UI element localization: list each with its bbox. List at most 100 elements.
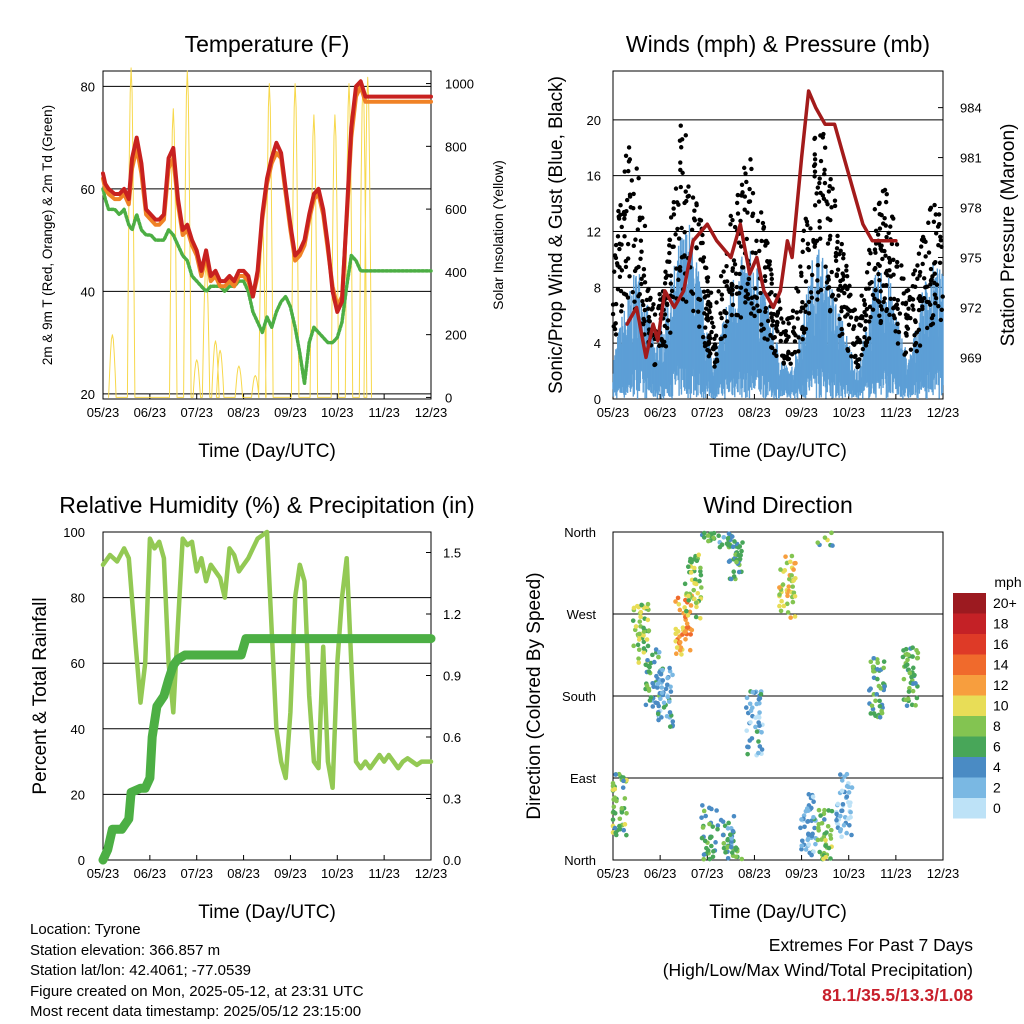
gust-point: [690, 195, 696, 200]
recent-text: Most recent data timestamp: 2025/05/12 2…: [30, 1003, 362, 1020]
y-right-tick-label: 978: [960, 201, 982, 216]
gust-point: [724, 284, 729, 289]
gust-point: [792, 339, 798, 344]
gust-point: [743, 171, 748, 176]
gust-point: [829, 269, 834, 275]
gust-point: [767, 262, 772, 267]
gust-point: [817, 176, 822, 181]
gust-point: [716, 289, 721, 294]
direction-point: [689, 559, 694, 565]
direction-point: [635, 642, 641, 648]
gust-point: [827, 184, 832, 189]
gust-point: [900, 301, 905, 306]
x-tick-label: 10/23: [321, 405, 354, 420]
direction-point: [903, 697, 909, 703]
gust-point: [933, 301, 938, 306]
y-tick-label: 40: [81, 284, 95, 299]
direction-point: [693, 600, 699, 606]
direction-point: [879, 710, 885, 716]
gust-point: [828, 307, 833, 313]
gust-point: [828, 233, 833, 239]
gust-point: [676, 277, 681, 282]
gust-point: [639, 281, 644, 287]
y-right-tick-label: 1000: [445, 77, 474, 92]
gust-point: [735, 211, 741, 216]
gust-point: [839, 241, 844, 247]
gust-point: [877, 277, 882, 283]
gust-point: [775, 309, 781, 314]
y-right-tick-label: 0: [445, 390, 452, 405]
gust-point: [788, 315, 793, 321]
direction-point: [641, 650, 647, 655]
direction-point: [711, 530, 717, 536]
direction-point: [698, 565, 703, 571]
gust-point: [881, 299, 886, 305]
direction-point: [789, 553, 795, 559]
direction-point: [705, 533, 711, 538]
gust-point: [728, 222, 733, 227]
y-axis-label: Direction (Colored By Speed): [524, 572, 545, 819]
direction-point: [656, 654, 661, 660]
direction-point: [646, 628, 652, 633]
direction-point: [610, 817, 616, 822]
direction-point: [664, 682, 670, 688]
direction-point: [839, 788, 845, 794]
solar-series: [108, 67, 372, 398]
gust-point: [635, 227, 641, 232]
gust-point: [631, 191, 636, 197]
direction-point: [647, 664, 652, 670]
direction-point: [737, 544, 743, 549]
x-tick-label: 06/23: [644, 866, 677, 881]
gust-point: [935, 224, 941, 229]
gust-point: [691, 308, 696, 314]
x-axis-label: Time (Day/UTC): [709, 902, 847, 923]
gust-point: [887, 260, 893, 265]
gust-point: [652, 312, 658, 317]
y-tick-label: 80: [71, 591, 85, 606]
gust-point: [623, 153, 629, 159]
gust-point: [844, 263, 849, 269]
y-tick-label: 12: [587, 225, 601, 240]
gust-point: [844, 268, 849, 273]
pressure-series: [625, 89, 898, 360]
gust-point: [822, 167, 827, 173]
gust-point: [747, 186, 752, 192]
gust-point: [739, 182, 745, 187]
direction-point: [687, 609, 693, 615]
gust-point: [763, 305, 769, 311]
chart-title: Temperature (F): [185, 31, 350, 57]
direction-point: [691, 556, 697, 562]
x-tick-label: 12/23: [927, 405, 960, 420]
direction-point: [757, 710, 762, 715]
gust-point: [730, 217, 735, 223]
x-tick-label: 11/23: [368, 405, 400, 420]
direction-point: [877, 698, 882, 704]
y-tick-label: 8: [594, 280, 601, 295]
gust-point: [706, 341, 712, 346]
direction-point: [636, 647, 642, 652]
direction-point: [697, 615, 703, 621]
gust-point: [938, 234, 943, 239]
gust-point: [822, 171, 827, 177]
gust-point: [703, 325, 708, 330]
gust-point: [860, 316, 865, 321]
direction-point: [822, 807, 827, 813]
direction-point: [725, 826, 731, 831]
y-right-tick-label: 200: [445, 328, 467, 343]
direction-point: [901, 648, 906, 653]
gust-point: [749, 295, 755, 300]
direction-point: [650, 680, 655, 686]
gust-point: [879, 212, 884, 218]
gust-point: [708, 290, 714, 295]
direction-point: [785, 610, 791, 615]
gust-point: [846, 322, 852, 327]
gust-point: [697, 324, 702, 329]
gust-point: [792, 349, 798, 355]
x-tick-label: 05/23: [597, 866, 630, 881]
direction-point: [846, 790, 852, 795]
gust-point: [903, 312, 909, 317]
direction-point: [668, 684, 673, 690]
gust-point: [619, 224, 624, 230]
direction-point: [913, 703, 918, 708]
gust-point: [798, 309, 803, 314]
